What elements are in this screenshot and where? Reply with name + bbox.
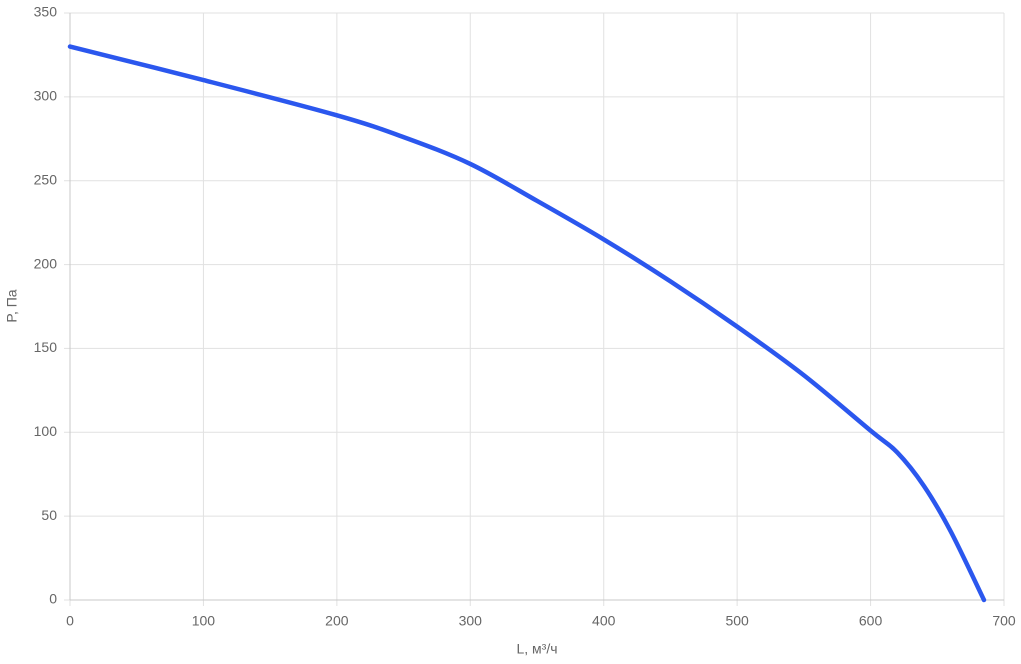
x-tick-label: 600 bbox=[859, 613, 883, 629]
x-tick-label: 400 bbox=[592, 613, 616, 629]
y-tick-label: 300 bbox=[34, 88, 58, 104]
x-tick-label: 200 bbox=[325, 613, 349, 629]
y-tick-label: 150 bbox=[34, 339, 58, 355]
y-tick-label: 50 bbox=[41, 507, 57, 523]
y-axis-label: P, Па bbox=[4, 289, 20, 322]
y-tick-label: 100 bbox=[34, 423, 58, 439]
x-tick-label: 100 bbox=[192, 613, 216, 629]
x-tick-label: 300 bbox=[459, 613, 483, 629]
y-tick-label: 250 bbox=[34, 171, 58, 187]
y-tick-label: 350 bbox=[34, 4, 58, 20]
x-tick-label: 0 bbox=[66, 613, 74, 629]
y-tick-label: 0 bbox=[49, 591, 57, 607]
x-tick-label: 500 bbox=[725, 613, 749, 629]
y-tick-label: 200 bbox=[34, 255, 58, 271]
x-axis-label: L, м³/ч bbox=[516, 641, 557, 657]
data-line bbox=[67, 44, 987, 603]
x-tick-label: 700 bbox=[992, 613, 1016, 629]
